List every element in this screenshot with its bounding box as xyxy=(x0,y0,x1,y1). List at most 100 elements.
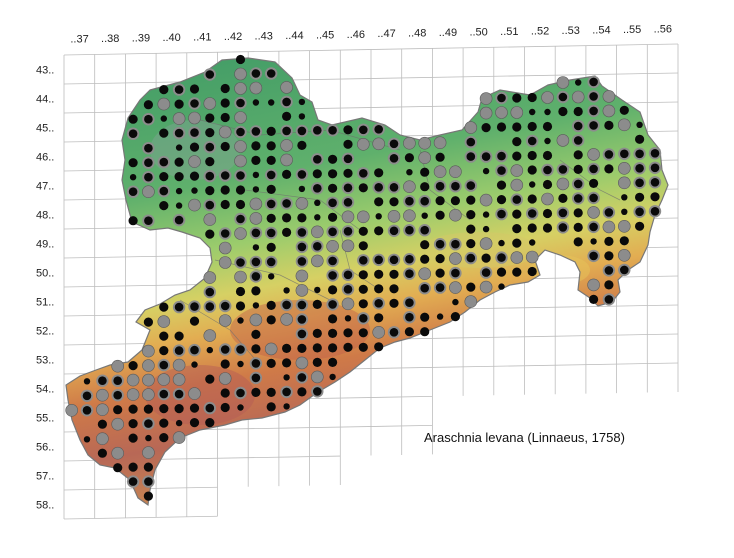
recent-record-marker xyxy=(343,125,353,135)
recent-record-marker xyxy=(266,155,276,165)
combined-record-marker xyxy=(389,183,399,192)
column-label: ..54 xyxy=(592,24,610,36)
combined-record-marker xyxy=(174,215,184,225)
older-record-marker xyxy=(157,97,171,111)
recent-record-marker xyxy=(374,168,384,178)
combined-record-marker xyxy=(190,302,199,311)
column-label: ..52 xyxy=(531,25,549,37)
combined-record-marker xyxy=(297,315,307,324)
recent-record-marker xyxy=(128,462,138,472)
recent-record-marker xyxy=(389,298,399,308)
recent-record-marker xyxy=(312,299,322,309)
recent-record-marker xyxy=(159,433,169,443)
recent-record-marker xyxy=(251,387,261,397)
recent-record-marker xyxy=(389,197,399,207)
combined-record-marker xyxy=(558,165,568,174)
recent-record-marker xyxy=(205,374,215,384)
combined-record-marker xyxy=(620,149,629,159)
recent-record-marker xyxy=(297,213,307,223)
recent-record-marker xyxy=(251,344,261,354)
recent-record-marker xyxy=(297,343,307,353)
combined-record-marker xyxy=(527,136,537,146)
older-record-marker xyxy=(203,97,217,110)
older-record-marker xyxy=(249,212,263,225)
recent-record-marker xyxy=(358,183,368,193)
combined-record-marker xyxy=(205,171,215,181)
older-record-marker xyxy=(418,267,432,281)
combined-record-marker xyxy=(190,128,199,137)
recent-record-marker xyxy=(358,226,368,236)
column-label: ..42 xyxy=(224,31,242,43)
recent-record-marker xyxy=(235,301,246,311)
recent-record-marker xyxy=(358,328,368,338)
combined-record-marker xyxy=(650,163,660,173)
recent-record-marker xyxy=(512,93,522,103)
recent-record-marker xyxy=(266,387,276,397)
older-record-marker xyxy=(341,297,355,311)
older-record-marker xyxy=(96,388,109,402)
row-label: 45.. xyxy=(36,123,54,135)
older-record-marker xyxy=(372,137,386,151)
older-record-marker xyxy=(249,81,263,95)
combined-record-marker xyxy=(343,270,353,280)
combined-record-marker xyxy=(205,142,215,152)
combined-record-marker xyxy=(113,376,122,386)
older-record-marker xyxy=(234,111,247,124)
older-record-marker xyxy=(280,153,293,167)
older-record-marker xyxy=(126,373,140,387)
recent-record-marker xyxy=(159,331,169,341)
recent-record-marker xyxy=(205,157,215,167)
combined-record-marker xyxy=(128,129,138,138)
recent-record-marker xyxy=(636,121,643,128)
combined-record-marker xyxy=(497,253,506,262)
row-label: 49.. xyxy=(36,239,54,251)
older-record-marker xyxy=(418,136,432,150)
recent-record-marker xyxy=(466,224,476,234)
recent-record-marker xyxy=(237,360,244,368)
combined-record-marker xyxy=(405,254,414,264)
combined-record-marker xyxy=(435,283,445,292)
column-label: ..49 xyxy=(439,27,457,39)
combined-record-marker xyxy=(328,300,337,309)
recent-record-marker xyxy=(266,184,276,194)
column-label: ..50 xyxy=(469,27,487,39)
older-record-marker xyxy=(172,112,186,125)
recent-record-marker xyxy=(312,169,322,179)
recent-record-marker xyxy=(619,236,629,246)
recent-record-marker xyxy=(298,98,306,106)
combined-record-marker xyxy=(635,207,644,217)
recent-record-marker xyxy=(252,186,260,193)
recent-record-marker xyxy=(527,150,537,161)
older-record-marker xyxy=(280,81,293,94)
combined-record-marker xyxy=(328,198,337,208)
recent-record-marker xyxy=(251,155,261,165)
recent-record-marker xyxy=(482,211,490,218)
combined-record-marker xyxy=(205,200,215,210)
recent-record-marker xyxy=(512,137,522,147)
recent-record-marker xyxy=(206,346,213,354)
recent-record-marker xyxy=(159,172,169,182)
combined-record-marker xyxy=(251,228,261,238)
recent-record-marker xyxy=(621,194,628,201)
combined-record-marker xyxy=(328,271,337,280)
combined-record-marker xyxy=(174,128,184,138)
combined-record-marker xyxy=(343,227,353,236)
older-record-marker xyxy=(433,136,447,149)
older-record-marker xyxy=(556,76,570,89)
combined-record-marker xyxy=(266,69,276,78)
older-record-marker xyxy=(111,359,124,373)
recent-record-marker xyxy=(97,419,107,429)
row-label: 53.. xyxy=(36,355,54,367)
recent-record-marker xyxy=(573,106,583,117)
row-label: 54.. xyxy=(36,384,54,396)
recent-record-marker xyxy=(282,227,292,237)
combined-record-marker xyxy=(266,199,276,209)
older-record-marker xyxy=(234,154,247,168)
combined-record-marker xyxy=(128,187,138,196)
recent-record-marker xyxy=(97,448,107,458)
column-label: ..45 xyxy=(316,29,334,41)
combined-record-marker xyxy=(389,226,399,236)
combined-record-marker xyxy=(159,389,169,399)
recent-record-marker xyxy=(175,419,183,427)
recent-record-marker xyxy=(573,237,583,247)
